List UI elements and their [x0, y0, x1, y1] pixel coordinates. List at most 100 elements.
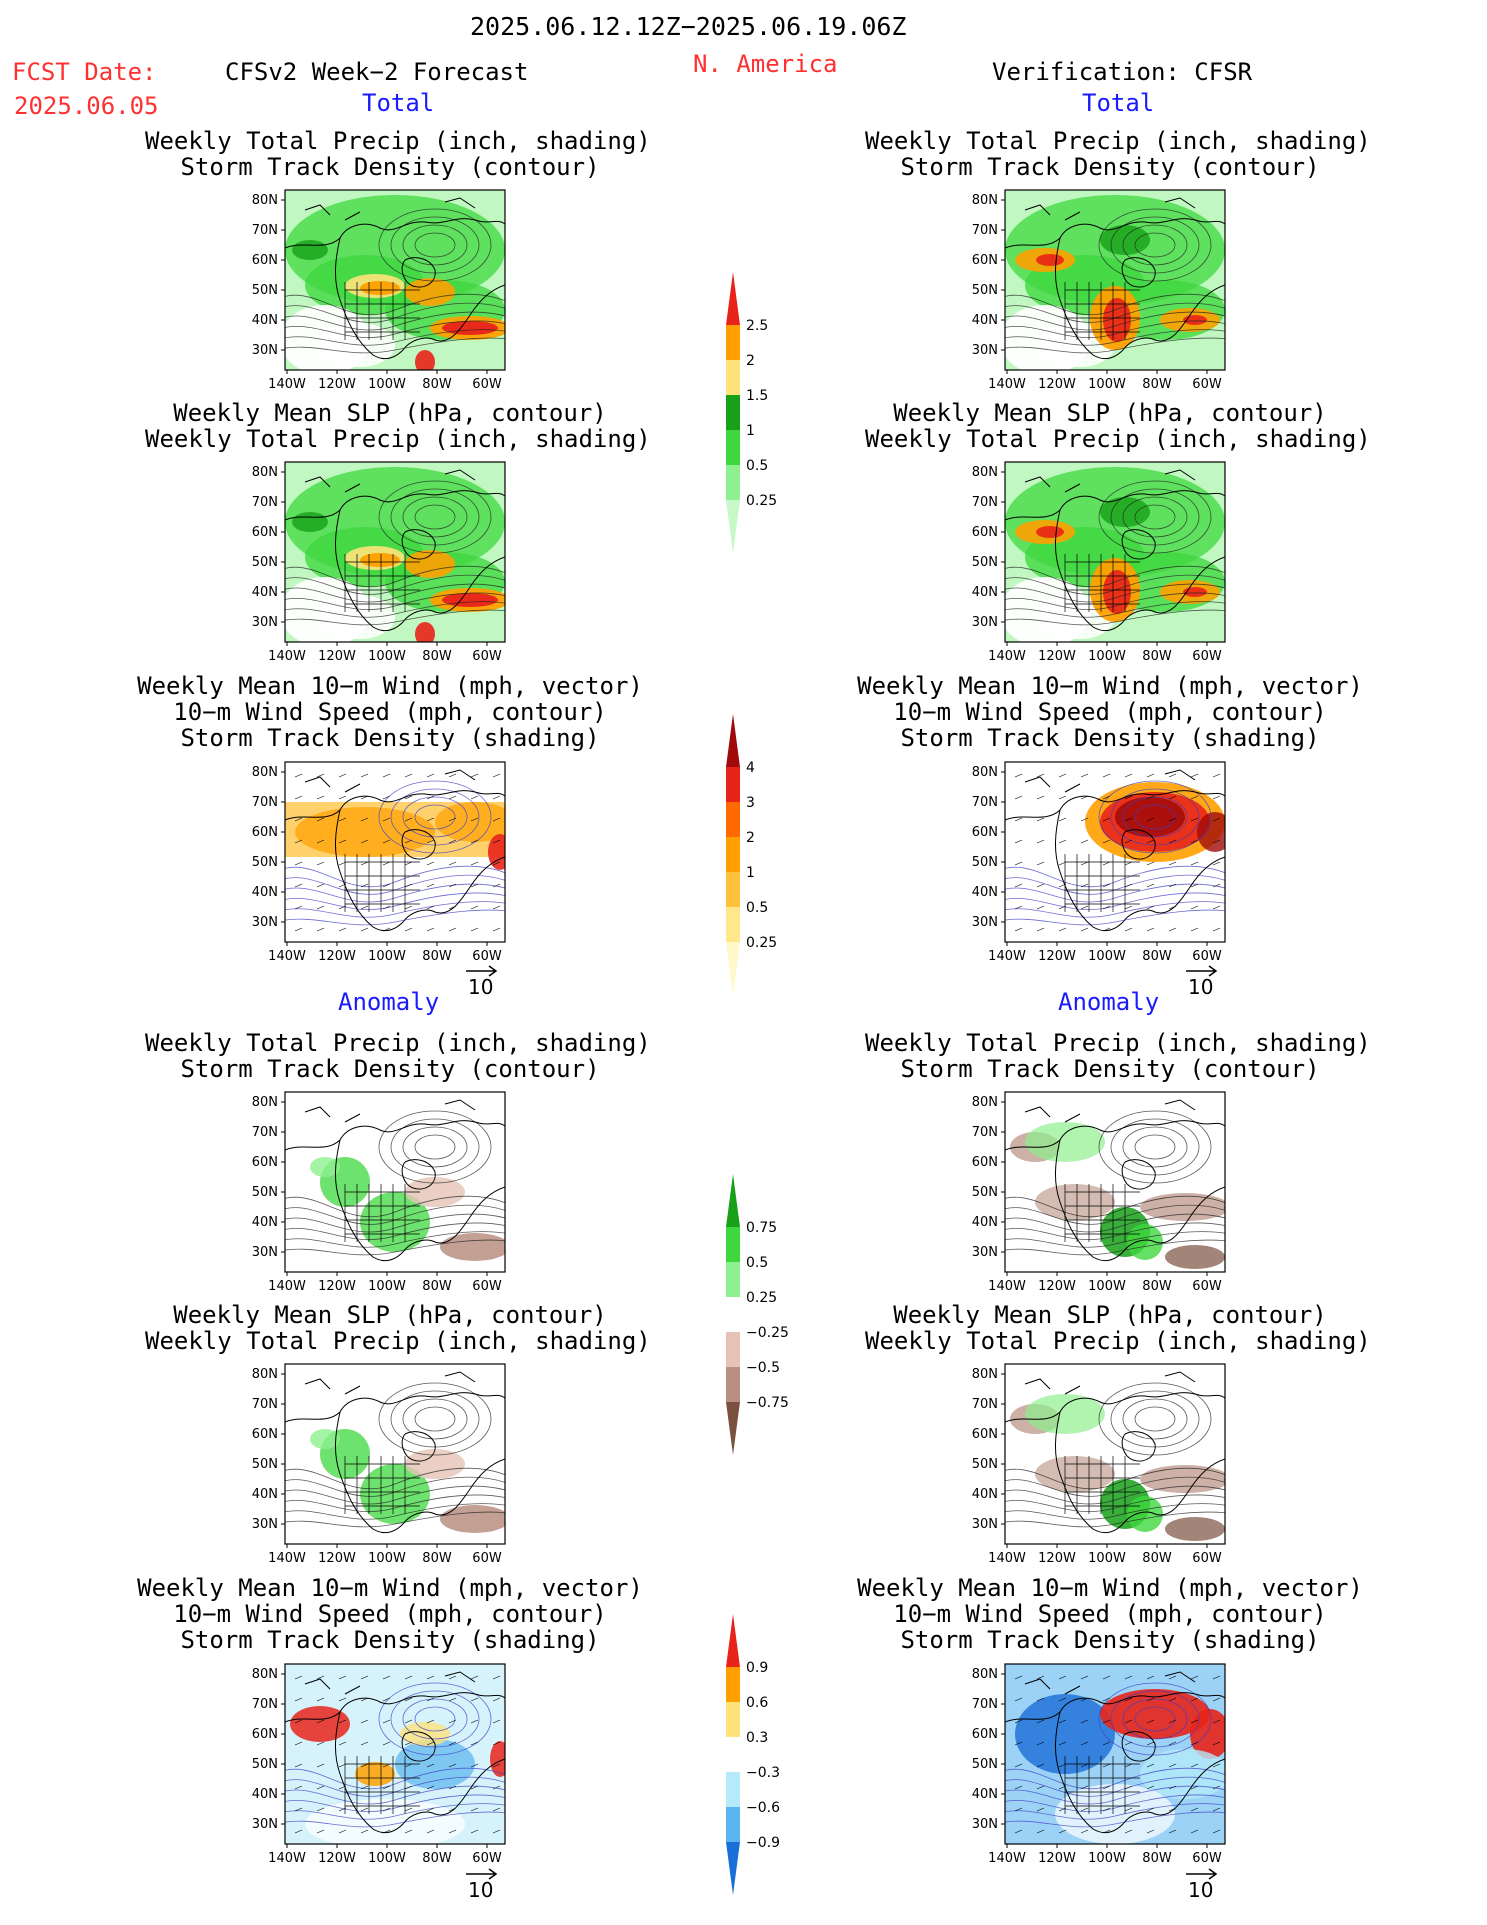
lat-label: 70N — [972, 795, 998, 810]
lat-label: 40N — [972, 1787, 998, 1802]
lon-label: 60W — [472, 377, 502, 392]
lon-label: 100W — [368, 1851, 406, 1866]
model-title: CFSv2 Week−2 Forecast — [225, 58, 529, 86]
colorbar-segment — [726, 1772, 740, 1807]
lat-label: 80N — [972, 193, 998, 208]
lat-label: 50N — [252, 855, 278, 870]
lon-label: 100W — [368, 949, 406, 964]
lat-label: 70N — [972, 495, 998, 510]
colorbar-label: 1 — [746, 865, 755, 881]
lat-label: 80N — [252, 1095, 278, 1110]
colorbar-label: 4 — [746, 760, 755, 776]
lon-label: 100W — [1088, 649, 1126, 664]
colorbar-segment — [726, 272, 740, 325]
colorbar-label: 0.5 — [746, 900, 768, 916]
colorbar-label: −0.75 — [746, 1395, 788, 1411]
title-wind-anom-right: Weekly Mean 10−m Wind (mph, vector) 10−m… — [857, 1574, 1363, 1654]
lat-label: 70N — [252, 223, 278, 238]
colorbar-segment — [726, 1297, 740, 1332]
lon-label: 140W — [268, 1851, 306, 1866]
lat-label: 80N — [972, 465, 998, 480]
lon-label: 80W — [1142, 377, 1172, 392]
map-slp-precip-anom-right: 80N 70N 60N 50N 40N 30N 140W 120W 100W 80W 60W — [960, 1352, 1250, 1572]
lat-label: 30N — [972, 1245, 998, 1260]
lat-label: 30N — [252, 915, 278, 930]
lon-label: 80W — [422, 377, 452, 392]
colorbar-label: 3 — [746, 795, 755, 811]
lat-label: 70N — [972, 1397, 998, 1412]
title-slp-precip-anom-left: Weekly Mean SLP (hPa, contour) Weekly To… — [145, 1301, 651, 1355]
colorbar-segment — [726, 1702, 740, 1737]
lat-label: 50N — [252, 283, 278, 298]
lat-label: 30N — [252, 615, 278, 630]
lon-label: 60W — [1192, 949, 1222, 964]
lon-label: 100W — [368, 1279, 406, 1294]
vector-ref-label-anom-left: 10 — [468, 1878, 494, 1902]
lat-label: 80N — [972, 1667, 998, 1682]
colorbar-segment — [726, 1737, 740, 1772]
lon-label: 120W — [318, 949, 356, 964]
lat-label: 50N — [972, 555, 998, 570]
lon-label: 60W — [472, 1851, 502, 1866]
lat-label: 60N — [252, 1427, 278, 1442]
lon-label: 80W — [1142, 649, 1172, 664]
map-precip-storm-anom-right: 80N 70N 60N 50N 40N 30N 140W 120W 100W 80W 60W — [960, 1080, 1250, 1300]
lat-label: 50N — [972, 855, 998, 870]
map-wind-anom-left: 80N 70N 60N 50N 40N 30N 140W 120W 100W 80W 60W — [240, 1652, 530, 1872]
period-title: 2025.06.12.12Z−2025.06.19.06Z — [470, 12, 907, 41]
lat-label: 60N — [252, 1727, 278, 1742]
lat-label: 30N — [972, 1517, 998, 1532]
colorbar-segment — [726, 714, 740, 767]
colorbar-label: 0.25 — [746, 493, 777, 509]
lat-label: 30N — [972, 343, 998, 358]
map-slp-precip-total-right: 80N 70N 60N 50N 40N 30N 140W 120W 100W 80W 60W — [960, 450, 1250, 670]
lon-label: 80W — [1142, 1851, 1172, 1866]
lat-label: 40N — [972, 585, 998, 600]
title-wind-total-right: Weekly Mean 10−m Wind (mph, vector) 10−m… — [857, 672, 1363, 752]
lon-label: 140W — [268, 949, 306, 964]
lon-label: 100W — [1088, 377, 1126, 392]
section-total-left: Total — [362, 89, 435, 117]
colorbar-segment — [726, 837, 740, 872]
lat-label: 80N — [972, 1095, 998, 1110]
map-wind-anom-right: 80N 70N 60N 50N 40N 30N 140W 120W 100W 80W 60W — [960, 1652, 1250, 1872]
vector-ref-arrow-icon — [466, 965, 498, 977]
map-precip-storm-total-left: 80N 70N 60N 50N 40N 30N 140W 120W 100W 80W 60W — [240, 178, 530, 398]
colorbar-label: −0.25 — [746, 1325, 788, 1341]
lat-label: 30N — [972, 1817, 998, 1832]
lon-label: 120W — [1038, 1851, 1076, 1866]
colorbar-storm-total: 4 3 2 1 0.5 0.25 — [718, 712, 788, 1001]
lon-label: 100W — [368, 1551, 406, 1566]
verification-title: Verification: CFSR — [992, 58, 1253, 86]
colorbar-label: 2 — [746, 830, 755, 846]
lon-label: 80W — [422, 1551, 452, 1566]
lat-label: 40N — [252, 313, 278, 328]
lon-label: 120W — [318, 649, 356, 664]
lon-label: 140W — [268, 1279, 306, 1294]
lat-label: 60N — [972, 1427, 998, 1442]
colorbar-storm-anomaly: 0.9 0.6 0.3 −0.3 −0.6 −0.9 — [718, 1612, 788, 1901]
colorbar-segment — [726, 1367, 740, 1402]
lat-label: 60N — [252, 1155, 278, 1170]
lat-label: 40N — [252, 585, 278, 600]
title-slp-precip-anom-right: Weekly Mean SLP (hPa, contour) Weekly To… — [865, 1301, 1371, 1355]
lon-label: 120W — [1038, 949, 1076, 964]
map-slp-precip-total-left: 80N 70N 60N 50N 40N 30N 140W 120W 100W 80W 60W — [240, 450, 530, 670]
lon-label: 80W — [422, 1851, 452, 1866]
region-title: N. America — [693, 50, 838, 78]
lon-label: 140W — [988, 377, 1026, 392]
lon-label: 100W — [368, 649, 406, 664]
lat-label: 30N — [972, 915, 998, 930]
title-precip-storm-total-left: Weekly Total Precip (inch, shading) Stor… — [145, 127, 651, 181]
colorbar-segment — [726, 360, 740, 395]
lon-label: 120W — [1038, 1551, 1076, 1566]
colorbar-segment — [726, 1262, 740, 1297]
colorbar-segment — [726, 430, 740, 465]
fcst-date: 2025.06.05 — [14, 92, 159, 120]
vector-ref-arrow-icon — [466, 1868, 498, 1880]
lat-label: 70N — [252, 495, 278, 510]
lat-label: 40N — [252, 1787, 278, 1802]
lon-label: 60W — [1192, 377, 1222, 392]
colorbar-precip-total: 2.5 2 1.5 1 0.5 0.25 — [718, 270, 788, 559]
